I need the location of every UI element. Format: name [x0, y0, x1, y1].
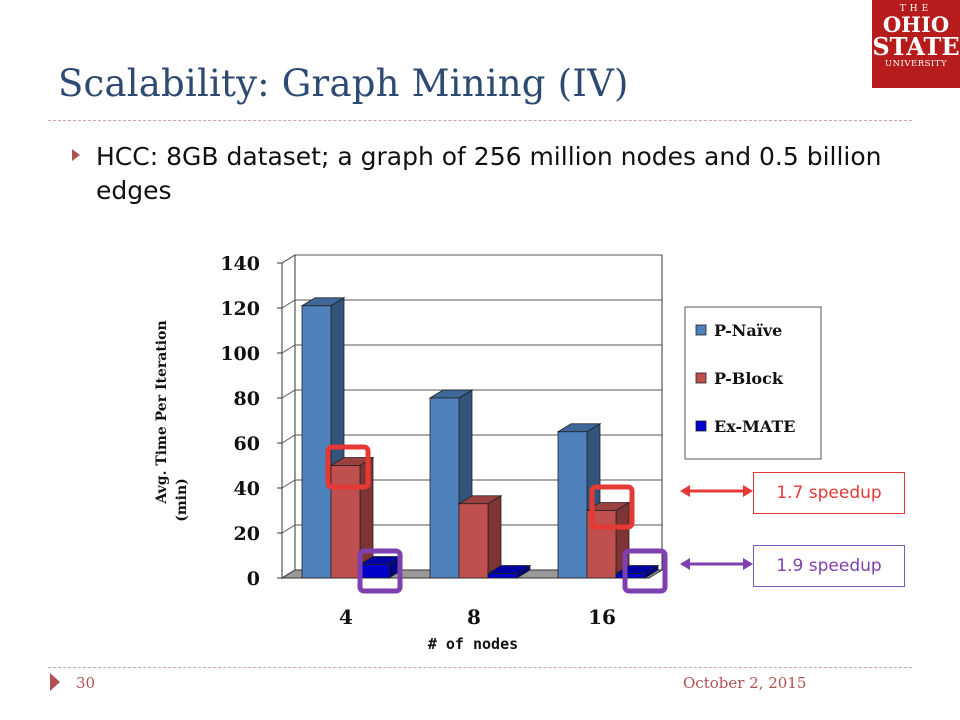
bar-front: [487, 573, 518, 579]
gridline: [281, 389, 662, 399]
y-tick-label: 40: [234, 478, 260, 500]
logo-line-4: UNIVERSITY: [884, 59, 948, 69]
red-arrow-left-head: [680, 485, 690, 497]
legend-swatch: [695, 420, 707, 432]
slide-date: October 2, 2015: [683, 674, 807, 692]
footer-divider: [48, 667, 912, 668]
chart-grid: [281, 254, 662, 534]
y-tick-label: 80: [234, 388, 260, 410]
page-title: Scalability: Graph Mining (IV): [58, 62, 629, 105]
title-divider: [48, 120, 912, 121]
gridline: [281, 299, 662, 309]
highlight-box-red: [589, 484, 635, 530]
red-arrow-right-head: [743, 485, 753, 497]
x-tick-label: 16: [588, 605, 616, 629]
logo-line-1: THE: [899, 4, 933, 14]
legend-label: P-Block: [714, 369, 784, 388]
bar-ex-mate-8: [486, 564, 532, 579]
bullet-text: HCC: 8GB dataset; a graph of 256 million…: [96, 142, 882, 205]
legend-label: P-Naïve: [714, 321, 782, 340]
bar-side: [487, 495, 502, 579]
bar-p-block-8: [457, 495, 503, 579]
y-tick-label: 100: [220, 343, 260, 365]
purple-arrow-left-head: [680, 558, 690, 570]
legend-box: [684, 306, 822, 460]
highlight-box-purple: [357, 548, 403, 594]
bar-front: [301, 305, 332, 579]
logo-line-2: OHIO: [882, 12, 950, 37]
bar-front: [458, 503, 489, 579]
x-axis-ticks: 4 8 16: [339, 605, 616, 629]
chart-highlights: [325, 444, 668, 594]
x-axis-label: # of nodes: [428, 635, 518, 653]
legend-label: Ex-MATE: [714, 417, 795, 436]
y-tick-label: 20: [234, 523, 260, 545]
bar-front: [557, 431, 588, 579]
highlight-box-purple: [622, 548, 668, 594]
legend-swatch: [695, 324, 707, 336]
y-tick-label: 120: [220, 298, 260, 320]
gridline: [281, 434, 662, 444]
purple-arrow-right-head: [743, 558, 753, 570]
y-tick-label: 140: [220, 253, 260, 275]
highlight-box-red: [325, 444, 371, 490]
speedup-callout-purple: 1.9 speedup: [753, 545, 905, 587]
university-logo: THE OHIO STATE UNIVERSITY: [872, 0, 960, 88]
gridline: [281, 524, 662, 534]
y-tick-label: 0: [247, 568, 260, 590]
y-axis-ticks: 0 20 40 60 80 100 120 140: [220, 253, 283, 590]
footer-arrow-icon: [50, 673, 60, 691]
x-tick-label: 4: [339, 605, 353, 629]
y-tick-label: 60: [234, 433, 260, 455]
bar-front: [429, 397, 460, 579]
chart-legend: P-Naïve P-Block Ex-MATE: [684, 306, 822, 460]
bar-front: [330, 465, 361, 579]
gridline: [281, 479, 662, 489]
speedup-callout-red: 1.7 speedup: [753, 472, 905, 514]
gridline: [281, 254, 662, 264]
slide-number: 30: [76, 674, 96, 692]
y-axis-label-unit: (min): [174, 478, 190, 522]
callout-arrows: [680, 485, 753, 570]
x-tick-label: 8: [467, 605, 481, 629]
bar-front: [359, 564, 390, 579]
y-axis-label: Avg. Time Per Iteration: [154, 320, 170, 504]
gridline: [281, 344, 662, 354]
bar-front: [615, 573, 646, 579]
logo-line-3: STATE: [872, 32, 960, 61]
bullet-arrow-icon: [72, 149, 80, 161]
legend-swatch: [695, 372, 707, 384]
